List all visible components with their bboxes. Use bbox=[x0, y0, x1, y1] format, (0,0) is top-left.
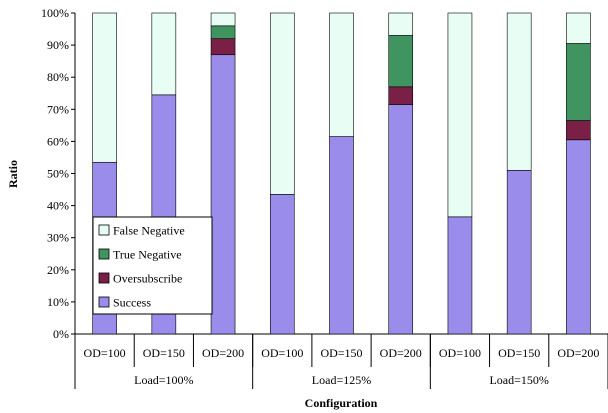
bar-segment-success bbox=[566, 139, 591, 335]
bar-segment-true-negative bbox=[566, 43, 591, 121]
bar-segment-false-negative bbox=[506, 12, 532, 171]
y-tick-label: 0% bbox=[53, 327, 69, 341]
legend-label: False Negative bbox=[113, 224, 185, 238]
bar-segment-oversubscribe bbox=[210, 38, 236, 56]
bar-segment-true-negative bbox=[210, 25, 236, 39]
y-tick-label: 80% bbox=[47, 70, 69, 84]
y-tick-label: 30% bbox=[47, 231, 69, 245]
x-group-label: Load=150% bbox=[489, 373, 548, 387]
legend-label: True Negative bbox=[113, 248, 182, 262]
bar-segment-false-negative bbox=[388, 12, 414, 36]
bar-segment-false-negative bbox=[210, 12, 236, 27]
x-axis-categories: OD=100 OD=150 OD=200 OD=100 OD=150 OD=200 OD=1… bbox=[74, 334, 608, 367]
legend-swatch-true-negative bbox=[98, 248, 110, 260]
legend-swatch-success bbox=[98, 296, 110, 308]
x-category-label: OD=100 bbox=[84, 346, 126, 360]
legend-swatch-false-negative bbox=[98, 224, 110, 236]
bar-segment-success bbox=[388, 104, 414, 335]
legend-label: Success bbox=[113, 296, 151, 310]
x-category-label: OD=100 bbox=[439, 346, 481, 360]
bar-segment-success bbox=[506, 169, 532, 335]
bar-segment-success bbox=[447, 216, 473, 335]
x-category-label: OD=150 bbox=[320, 346, 362, 360]
x-category-label: OD=200 bbox=[380, 346, 422, 360]
legend-box bbox=[92, 216, 213, 315]
y-tick-label: 20% bbox=[47, 263, 69, 277]
legend: False Negative True Negative Oversubscribe… bbox=[92, 216, 213, 315]
legend-swatch-oversubscribe bbox=[98, 272, 110, 284]
y-axis-ticks: 0% 10% 20% 30% 40% 50% 60% 70% 80% 90% 100% bbox=[41, 6, 75, 341]
x-group-label: Load=125% bbox=[312, 373, 371, 387]
x-axis-title: Configuration bbox=[305, 396, 378, 410]
bar-segment-success bbox=[210, 54, 236, 335]
y-tick-label: 10% bbox=[47, 295, 69, 309]
y-tick-label: 70% bbox=[47, 102, 69, 116]
bar-segment-true-negative bbox=[388, 35, 414, 88]
x-category-label: OD=200 bbox=[557, 346, 599, 360]
bar-segment-false-negative bbox=[329, 12, 354, 137]
bar-segment-oversubscribe bbox=[566, 120, 591, 141]
bar-segment-oversubscribe bbox=[388, 86, 414, 105]
bar-segment-false-negative bbox=[151, 12, 177, 96]
y-tick-label: 50% bbox=[47, 167, 69, 181]
bar-segment-false-negative bbox=[566, 12, 591, 44]
x-category-label: OD=100 bbox=[261, 346, 303, 360]
y-tick-label: 90% bbox=[47, 38, 69, 52]
bar-segment-success bbox=[329, 136, 354, 335]
legend-label: Oversubscribe bbox=[113, 272, 182, 286]
y-tick-label: 60% bbox=[47, 134, 69, 148]
y-tick-label: 100% bbox=[41, 6, 69, 20]
x-category-label: OD=150 bbox=[143, 346, 185, 360]
y-axis-title: Ratio bbox=[6, 160, 20, 188]
bar-segment-false-negative bbox=[269, 12, 295, 195]
x-category-label: OD=150 bbox=[498, 346, 540, 360]
bar-segment-false-negative bbox=[92, 12, 117, 163]
y-tick-label: 40% bbox=[47, 199, 69, 213]
x-category-label: OD=200 bbox=[202, 346, 244, 360]
x-group-label: Load=100% bbox=[134, 373, 193, 387]
bar-segment-success bbox=[269, 194, 295, 335]
x-axis-groups: Load=100% Load=125% Load=150% bbox=[74, 334, 608, 389]
bar-segment-false-negative bbox=[447, 12, 473, 218]
